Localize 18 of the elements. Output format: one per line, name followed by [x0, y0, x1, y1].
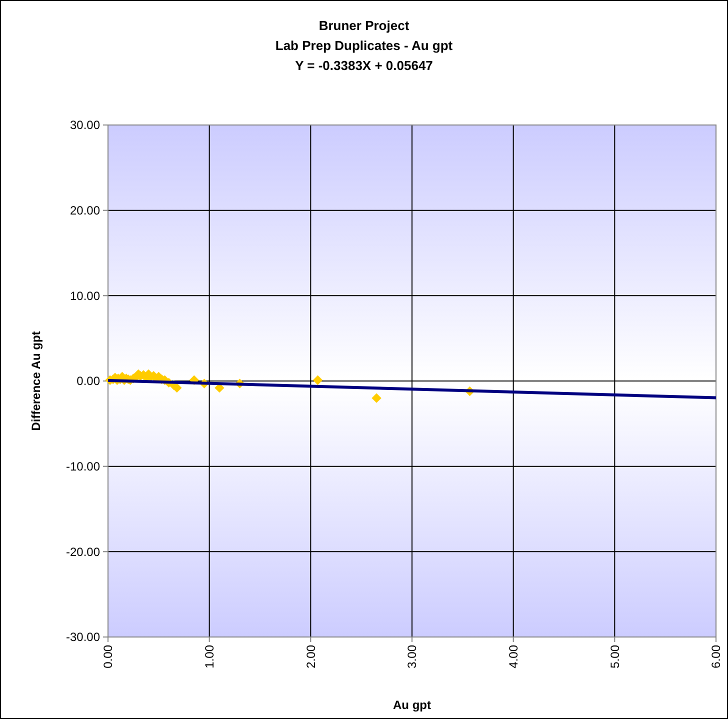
- x-tick-label: 2.00: [304, 644, 318, 668]
- chart-subtitle: Lab Prep Duplicates - Au gpt Y = -0.3383X + 0.05647: [275, 38, 454, 73]
- y-tick-label: 10.00: [70, 288, 100, 303]
- x-tick-label: 6.00: [709, 644, 724, 668]
- x-axis-title: Au gpt: [393, 698, 431, 712]
- x-tick-label: 1.00: [202, 644, 217, 668]
- chart-title: Bruner Project: [318, 18, 410, 33]
- y-tick-label: -20.00: [66, 544, 100, 559]
- y-tick-label: 30.00: [70, 118, 100, 132]
- x-tick-label: 4.00: [506, 644, 521, 668]
- x-tick-label: 3.00: [405, 644, 420, 668]
- y-tick-label: -30.00: [66, 630, 100, 644]
- y-tick-label: 20.00: [70, 204, 100, 218]
- x-tick-label: 0.00: [101, 644, 116, 668]
- x-tick-label: 5.00: [608, 644, 622, 668]
- y-axis-title: Difference Au gpt: [29, 331, 43, 431]
- y-tick-label: 0.00: [76, 374, 100, 388]
- y-tick-label: -10.00: [66, 460, 100, 474]
